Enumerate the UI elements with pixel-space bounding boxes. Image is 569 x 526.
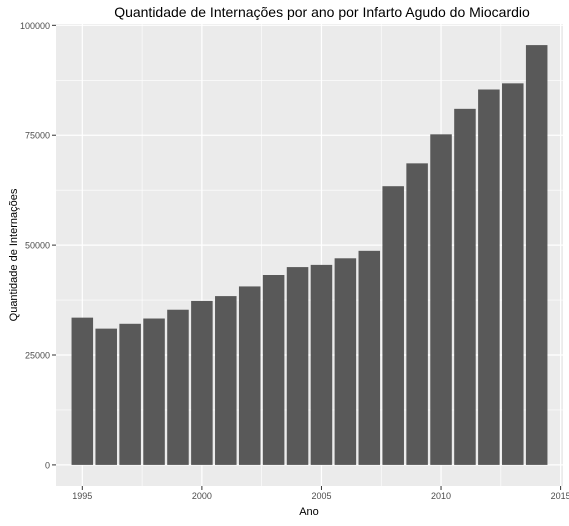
bar-1999 — [167, 309, 189, 465]
y-tick-label: 0 — [45, 460, 50, 470]
y-tick-label: 25000 — [25, 351, 50, 361]
chart-title: Quantidade de Internações por ano por In… — [114, 4, 530, 20]
bar-1997 — [119, 323, 141, 465]
bar-2002 — [238, 286, 261, 465]
x-tick-label: 1995 — [72, 491, 92, 501]
bar-2007 — [358, 250, 381, 465]
bar-2010 — [430, 134, 452, 465]
y-axis-ticks: 0 25000 50000 75000 100000 — [20, 21, 56, 470]
y-axis-label: Quantidade de Internações — [8, 188, 20, 321]
bar-2005 — [310, 264, 333, 465]
x-axis-ticks: 1995 2000 2005 2010 2015 — [72, 486, 569, 501]
bar-1995 — [71, 317, 94, 465]
x-tick-label: 2010 — [431, 491, 451, 501]
bar-2006 — [334, 258, 357, 465]
bars — [71, 45, 548, 465]
bar-2014 — [525, 45, 548, 465]
bar-2004 — [286, 267, 309, 465]
x-axis-label: Ano — [299, 506, 319, 518]
y-tick-label: 75000 — [25, 131, 50, 141]
bar-2000 — [191, 300, 213, 465]
bar-1998 — [143, 318, 165, 465]
bar-2003 — [262, 275, 285, 465]
bar-1996 — [95, 328, 117, 465]
bar-2013 — [502, 83, 524, 465]
y-tick-label: 100000 — [20, 21, 50, 31]
x-tick-label: 2000 — [192, 491, 212, 501]
bar-2012 — [478, 89, 500, 465]
x-tick-label: 2015 — [551, 491, 569, 501]
bar-2009 — [406, 163, 428, 465]
bar-2011 — [454, 108, 476, 465]
x-tick-label: 2005 — [311, 491, 331, 501]
bar-2008 — [382, 186, 404, 465]
y-tick-label: 50000 — [25, 241, 50, 251]
bar-2001 — [215, 296, 237, 465]
